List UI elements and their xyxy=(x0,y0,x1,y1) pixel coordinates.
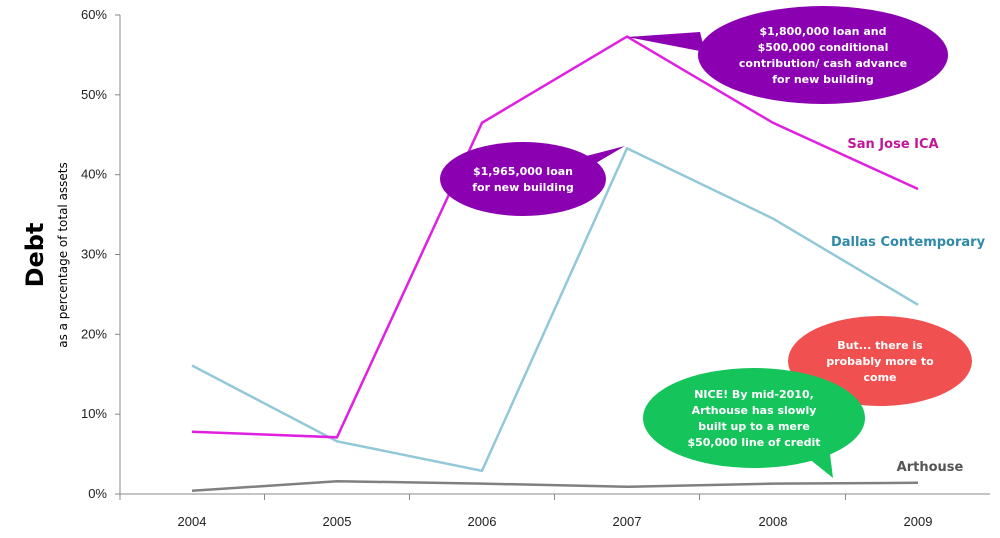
series-labels: San Jose ICA Dallas Contemporary Arthouse xyxy=(831,137,986,475)
annotation-text: But... there is xyxy=(837,339,923,352)
y-axis-subtitle: as a percentage of total assets xyxy=(56,162,70,348)
annotation-bubbles: $1,800,000 loan and $500,000 conditional c… xyxy=(440,6,972,478)
annotation-text: $50,000 line of credit xyxy=(687,436,820,449)
series-lines xyxy=(191,35,919,493)
annotation-text: built up to a mere xyxy=(698,420,810,433)
annotation-bubble: $1,800,000 loan and $500,000 conditional c… xyxy=(627,6,948,104)
annotation-text: $500,000 conditional xyxy=(758,41,889,54)
x-tick-labels: 2004 2005 2006 2007 2008 2009 xyxy=(178,514,933,529)
annotation-text: for new building xyxy=(472,181,573,194)
series-line-arthouse xyxy=(191,479,919,493)
annotation-text: probably more to xyxy=(826,355,934,368)
bubble-tail xyxy=(627,32,705,52)
x-tick-label: 2005 xyxy=(323,514,352,529)
y-tick-label: 40% xyxy=(81,167,107,182)
series-line-san-jose-ica xyxy=(191,35,919,439)
y-tick-labels: 0% 10% 20% 30% 40% 50% 60% xyxy=(81,7,107,501)
x-tick-label: 2004 xyxy=(178,514,207,529)
y-tick-label: 60% xyxy=(81,7,107,22)
bubble-body xyxy=(698,6,948,104)
annotation-text: $1,800,000 loan and xyxy=(760,25,887,38)
bubble-body xyxy=(440,142,606,216)
axes xyxy=(115,14,990,500)
annotation-text: come xyxy=(864,371,897,384)
y-tick-label: 0% xyxy=(88,486,107,501)
x-tick-label: 2009 xyxy=(904,514,933,529)
annotation-text: contribution/ cash advance xyxy=(739,57,907,70)
x-tick-label: 2007 xyxy=(613,514,642,529)
y-tick-label: 10% xyxy=(81,406,107,421)
y-tick-label: 30% xyxy=(81,247,107,262)
annotation-bubble: NICE! By mid-2010, Arthouse has slowly bui… xyxy=(643,368,865,478)
bubble-body xyxy=(643,368,865,468)
x-tick-label: 2008 xyxy=(759,514,788,529)
x-tick-label: 2006 xyxy=(468,514,497,529)
annotation-text: Arthouse has slowly xyxy=(692,404,817,417)
series-label: Arthouse xyxy=(897,460,964,475)
y-tick-label: 50% xyxy=(81,87,107,102)
annotation-bubble: $1,965,000 loan for new building xyxy=(440,142,625,216)
y-axis-title: Debt xyxy=(21,223,49,288)
annotation-text: NICE! By mid-2010, xyxy=(694,388,814,401)
y-tick-label: 20% xyxy=(81,326,107,341)
series-label: Dallas Contemporary xyxy=(831,235,986,250)
annotation-text: $1,965,000 loan xyxy=(473,165,573,178)
series-label: San Jose ICA xyxy=(847,137,938,152)
series-line-dallas-contemporary xyxy=(191,146,919,473)
annotation-text: for new building xyxy=(772,73,873,86)
